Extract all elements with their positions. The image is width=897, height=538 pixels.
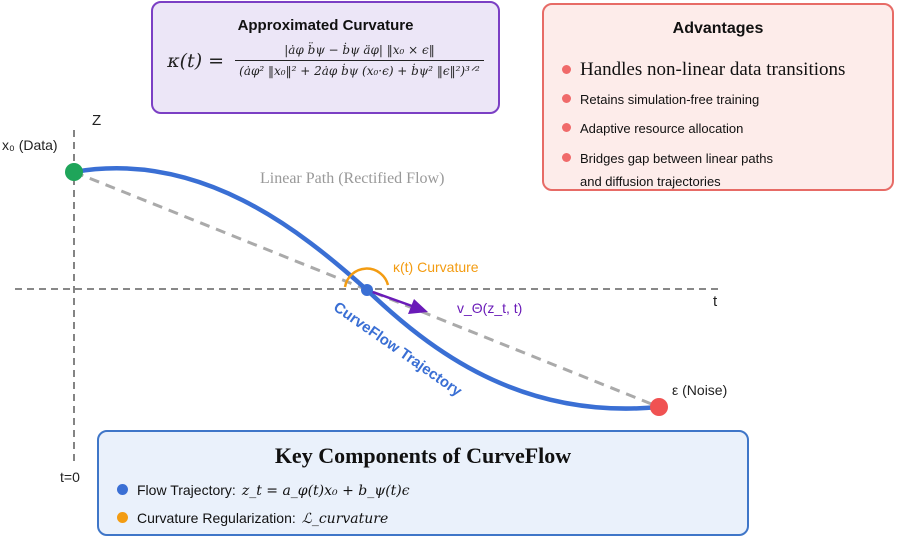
key-components-title: Key Components of CurveFlow <box>274 443 572 468</box>
t0-label: t=0 <box>60 469 80 485</box>
advantage-item: Adaptive resource allocation <box>562 118 743 140</box>
noise-label: ε (Noise) <box>672 382 728 398</box>
trajectory-point <box>361 284 373 296</box>
key-components-panel: Key Components of CurveFlow Flow Traject… <box>97 430 749 536</box>
bullet-icon <box>562 123 571 132</box>
formula-numerator: |ȧφ b̈ψ − ḃψ äφ| ‖x₀ × ϵ‖ <box>235 43 484 61</box>
velocity-arrow-head <box>408 299 428 314</box>
advantage-item: Retains simulation-free training <box>562 89 759 111</box>
bullet-icon <box>562 153 571 162</box>
advantages-title: Advantages <box>672 20 764 37</box>
z-axis-label: Z <box>92 112 102 129</box>
bullet-icon <box>117 512 128 523</box>
data-label: x₀ (Data) <box>2 137 58 153</box>
formula-lhs: κ(t) = <box>167 49 225 72</box>
curvature-panel-title: Approximated Curvature <box>237 17 414 34</box>
velocity-label: v_Θ(z_t, t) <box>457 300 523 316</box>
formula-denominator: (ȧφ² ‖x₀‖² + 2ȧφ ḃψ (x₀·ϵ) + ḃψ² ‖ϵ‖²)³ᐟ… <box>239 64 480 78</box>
t-axis-label: t <box>713 293 718 310</box>
advantage-item-continuation: and diffusion trajectories <box>580 174 721 189</box>
bullet-icon <box>562 94 571 103</box>
key-row-curvature-regularization: Curvature Regularization: ℒ_curvature <box>117 510 388 527</box>
advantages-panel: Advantages Handles non-linear data trans… <box>542 3 894 191</box>
key-row-flow-trajectory: Flow Trajectory: z_t = a_φ(t)x₀ + b_ψ(t)ϵ <box>117 482 410 499</box>
noise-point <box>650 398 668 416</box>
curvature-panel: Approximated Curvature κ(t) = |ȧφ b̈ψ − … <box>151 1 500 114</box>
formula-fraction: |ȧφ b̈ψ − ḃψ äφ| ‖x₀ × ϵ‖ (ȧφ² ‖x₀‖² + 2… <box>235 43 484 78</box>
bullet-icon <box>117 484 128 495</box>
curvature-formula: κ(t) = |ȧφ b̈ψ − ḃψ äφ| ‖x₀ × ϵ‖ (ȧφ² ‖x… <box>153 43 498 78</box>
advantage-item: Handles non-linear data transitions <box>562 59 845 81</box>
linear-path-label: Linear Path (Rectified Flow) <box>260 170 445 187</box>
curvature-label: κ(t) Curvature <box>393 259 479 275</box>
data-point <box>65 163 83 181</box>
advantage-item: Bridges gap between linear paths <box>562 148 773 170</box>
velocity-arrow <box>366 288 413 308</box>
trajectory-label: CurveFlow Trajectory <box>330 299 465 401</box>
curvature-arc <box>343 267 390 288</box>
bullet-icon <box>562 65 571 74</box>
